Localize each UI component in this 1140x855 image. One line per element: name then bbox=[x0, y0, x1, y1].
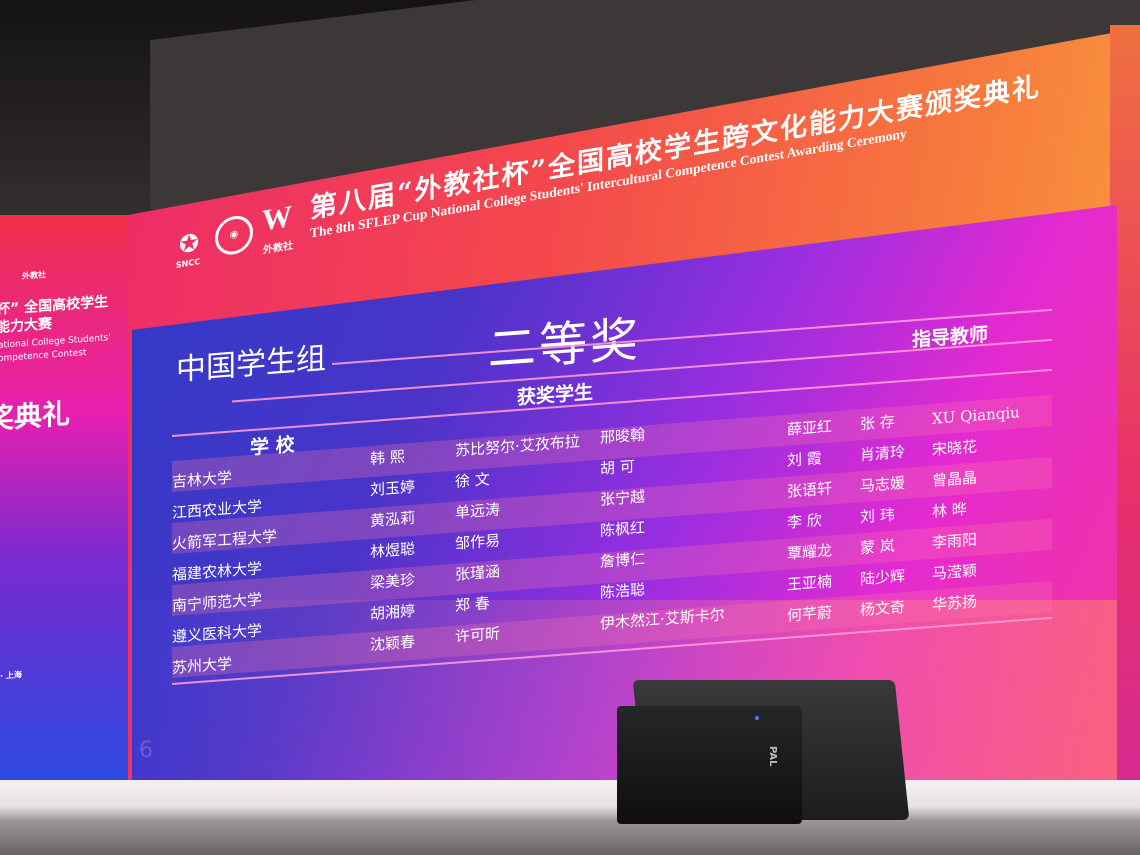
teacher-name: 宋晓花 bbox=[932, 437, 978, 459]
teacher-name: 张语轩 bbox=[787, 479, 833, 501]
teacher-name: 马滢颖 bbox=[932, 561, 978, 583]
power-led-icon bbox=[755, 716, 759, 720]
side-title-ceremony: 奖典礼 bbox=[0, 397, 71, 436]
student-name: 单远涛 bbox=[455, 500, 501, 522]
student-name: 邢晙翰 bbox=[600, 425, 646, 447]
student-name: 许可昕 bbox=[455, 624, 501, 646]
teacher-name: 刘 玮 bbox=[860, 505, 895, 527]
student-name: 詹博仁 bbox=[600, 549, 646, 571]
teacher-name: 张 存 bbox=[860, 412, 895, 434]
side-screen: 外教社 杯” 全国高校学生 能力大赛 ational College Stude… bbox=[0, 215, 132, 785]
teacher-name: 王亚楠 bbox=[787, 572, 833, 594]
student-name: 张瑾涵 bbox=[455, 562, 501, 584]
teacher-name: 何芊蔚 bbox=[787, 603, 833, 625]
teacher-name: 曾晶晶 bbox=[932, 468, 978, 490]
teacher-name: 蒙 岚 bbox=[860, 536, 895, 558]
teacher-name: 林 晔 bbox=[932, 500, 967, 521]
student-name: 邹作易 bbox=[455, 531, 501, 553]
student-name: 林煜聪 bbox=[370, 539, 416, 562]
w-logo-icon: W bbox=[262, 199, 292, 238]
student-name: 黄泓莉 bbox=[370, 508, 416, 531]
teacher-name: 马志媛 bbox=[860, 473, 906, 496]
student-name: 胡 可 bbox=[600, 457, 635, 478]
teacher-name: 陆少辉 bbox=[860, 566, 906, 589]
teacher-name: 薛亚红 bbox=[787, 417, 833, 439]
side-title-en: ational College Students' bbox=[0, 333, 111, 351]
side-title-line: 能力大赛 bbox=[0, 316, 52, 336]
star-logo-icon: ✪ bbox=[178, 228, 200, 260]
page-number: 6 bbox=[139, 738, 153, 763]
teacher-name: 肖清玲 bbox=[860, 442, 906, 465]
side-footer: · 上海 bbox=[0, 670, 22, 681]
side-logo-text: 外教社 bbox=[22, 270, 46, 281]
student-name: 刘玉婷 bbox=[370, 477, 416, 500]
student-name: 沈颖春 bbox=[370, 632, 416, 655]
student-name: 郑 春 bbox=[455, 594, 490, 615]
teacher-name: 李 欣 bbox=[787, 511, 822, 532]
student-name: 陈枫红 bbox=[600, 518, 646, 540]
teacher-name: 华苏扬 bbox=[932, 592, 978, 614]
speaker: PAL bbox=[617, 706, 802, 824]
student-name: 韩 熙 bbox=[370, 447, 405, 469]
teacher-name: 覃耀龙 bbox=[787, 541, 833, 563]
student-name: 徐 文 bbox=[455, 470, 490, 491]
student-name: 陈浩聪 bbox=[600, 580, 646, 602]
teacher-name: 杨文奇 bbox=[860, 597, 906, 620]
award-title: 二等奖 bbox=[488, 300, 641, 381]
speaker-brand: PAL bbox=[767, 746, 778, 767]
teacher-name: 李雨阳 bbox=[932, 530, 978, 552]
student-name: 张宁越 bbox=[600, 487, 646, 509]
student-name: 梁美珍 bbox=[370, 570, 416, 593]
stage-floor bbox=[0, 780, 1140, 855]
student-name: 胡湘婷 bbox=[370, 601, 416, 624]
teacher-name: 刘 霞 bbox=[787, 449, 822, 470]
side-title-en: ompetence Contest bbox=[0, 347, 87, 365]
